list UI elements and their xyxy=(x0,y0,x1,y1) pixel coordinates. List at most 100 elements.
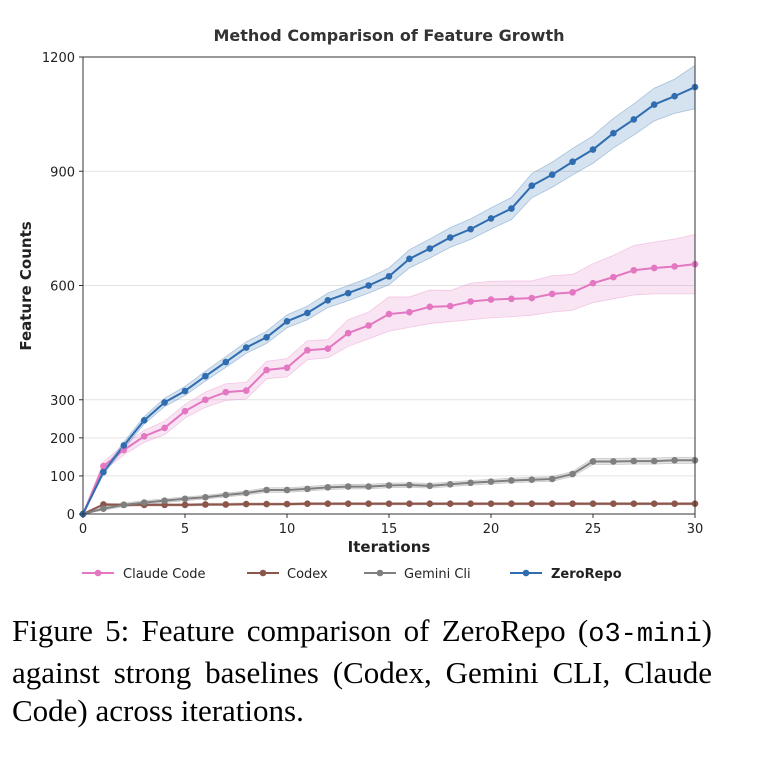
codex-point xyxy=(569,500,576,508)
gemini-cli-point xyxy=(548,475,556,483)
x-tick-label: 5 xyxy=(181,522,189,537)
claude-code-point xyxy=(446,302,454,310)
x-tick-label: 20 xyxy=(483,522,500,537)
caption-lead: Figure 5: Feature comparison of ZeroRepo xyxy=(12,613,566,648)
codex-point xyxy=(446,500,454,508)
codex-point xyxy=(467,500,474,508)
gemini-cli-point xyxy=(140,499,148,506)
codex-point xyxy=(426,500,434,508)
claude-code-point xyxy=(589,279,597,287)
legend-gemini-cli-swatch-marker xyxy=(376,569,384,577)
codex-point xyxy=(263,500,270,508)
gemini-cli-point xyxy=(283,486,291,494)
chart-title: Method Comparison of Feature Growth xyxy=(214,26,565,45)
codex-point xyxy=(406,500,413,508)
claude-code-point xyxy=(508,295,515,303)
legend-codex-label: Codex xyxy=(287,567,328,582)
codex-point xyxy=(181,501,189,509)
claude-code-point xyxy=(650,264,658,272)
zerorepo-point xyxy=(222,358,230,366)
codex-point xyxy=(202,501,209,508)
codex-point xyxy=(304,500,311,508)
gemini-cli-point xyxy=(161,497,168,504)
claude-code-point xyxy=(426,303,434,311)
claude-code-point xyxy=(202,396,209,404)
claude-code-point xyxy=(120,446,128,454)
claude-code-point xyxy=(263,366,270,374)
zerorepo-point xyxy=(181,387,189,395)
codex-point xyxy=(365,500,372,508)
claude-code-point xyxy=(385,310,393,318)
legend-gemini-cli-label: Gemini Cli xyxy=(404,567,471,582)
zerorepo-point xyxy=(283,317,291,325)
gemini-cli-point xyxy=(242,489,250,497)
y-tick-label: 600 xyxy=(50,280,75,295)
caption-model: o3-mini xyxy=(588,620,702,650)
y-tick-label: 900 xyxy=(50,165,75,180)
zerorepo-point xyxy=(426,245,434,252)
zerorepo-point xyxy=(467,225,474,233)
zerorepo-point xyxy=(548,171,556,178)
claude-code-point xyxy=(487,296,495,303)
codex-point xyxy=(508,500,515,508)
codex-point xyxy=(548,500,556,508)
codex-point xyxy=(283,500,291,508)
series-markers xyxy=(79,83,699,518)
zerorepo-point xyxy=(304,309,311,317)
legend-zerorepo-swatch-marker xyxy=(522,569,530,577)
zerorepo-point xyxy=(324,297,332,304)
y-tick-label: 0 xyxy=(67,508,75,523)
zerorepo-point xyxy=(120,442,128,449)
y-tick-label: 100 xyxy=(50,470,75,485)
codex-point xyxy=(671,500,678,508)
codex-point xyxy=(630,500,638,508)
claude-code-point xyxy=(467,298,474,305)
zerorepo-point xyxy=(385,273,393,280)
gemini-cli-point xyxy=(508,477,515,484)
y-axis-label: Feature Counts xyxy=(17,221,35,350)
axis-ticks: 0 100 200 300 600 900 1200 0 5 10 15 20 25 30 xyxy=(42,51,703,537)
codex-point xyxy=(610,500,617,508)
zerorepo-point xyxy=(630,116,638,123)
chart-background xyxy=(0,0,768,600)
gemini-cli-point xyxy=(324,484,332,491)
x-tick-label: 30 xyxy=(687,522,704,537)
gemini-cli-point xyxy=(406,481,413,489)
legend-claude-code-swatch-marker xyxy=(94,569,102,577)
gemini-cli-point xyxy=(426,482,434,490)
claude-code-point xyxy=(161,424,168,432)
zerorepo-point xyxy=(365,282,372,289)
gemini-cli-point xyxy=(467,479,474,487)
gemini-cli-point xyxy=(671,457,678,464)
codex-point xyxy=(528,500,536,508)
zerorepo-point xyxy=(508,205,515,212)
codex-point xyxy=(487,500,495,508)
claude-code-point xyxy=(406,308,413,316)
claude-code-point xyxy=(283,364,291,372)
zerorepo-point xyxy=(487,215,495,222)
claude-code-point xyxy=(671,263,678,270)
codex-point xyxy=(385,500,393,508)
zerorepo-point xyxy=(589,146,597,153)
claude-code-point xyxy=(324,345,332,353)
gemini-cli-point xyxy=(181,495,189,503)
feature-growth-chart: 0 100 200 300 600 900 1200 0 5 10 15 20 25 30 Method … xyxy=(0,0,768,600)
claude-code-point xyxy=(140,433,148,440)
gemini-cli-point xyxy=(569,470,576,478)
gemini-cli-point xyxy=(385,482,393,489)
codex-point xyxy=(242,500,250,508)
claude-code-point xyxy=(365,322,372,329)
codex-point xyxy=(324,500,332,508)
legend-zerorepo-label: ZeroRepo xyxy=(551,567,622,582)
zerorepo-point xyxy=(650,101,658,108)
claude-code-point xyxy=(548,290,556,298)
gemini-cli-point xyxy=(589,458,597,465)
claude-code-point xyxy=(304,346,311,354)
zerorepo-point xyxy=(263,333,270,341)
codex-point xyxy=(222,501,230,508)
zerorepo-point xyxy=(242,344,250,351)
figure-caption: Figure 5: Feature comparison of ZeroRepo… xyxy=(12,613,712,728)
zerorepo-point xyxy=(161,399,168,406)
gemini-cli-point xyxy=(630,457,638,465)
gemini-cli-point xyxy=(304,485,311,493)
